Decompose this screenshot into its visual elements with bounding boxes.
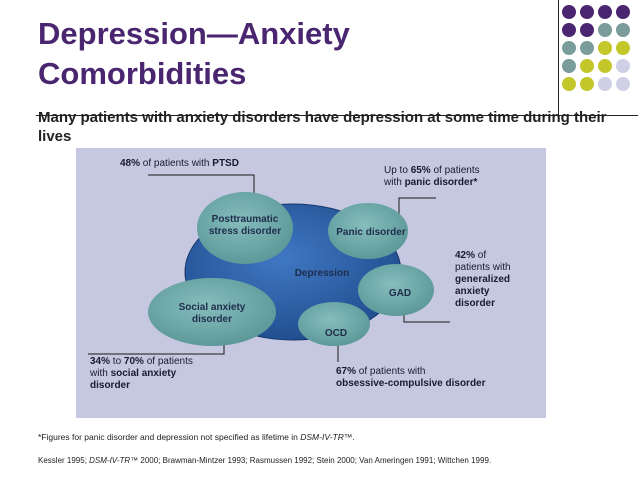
decorative-dot — [616, 77, 630, 91]
decorative-dot — [562, 59, 576, 73]
social-callout-text: of patients — [143, 356, 193, 367]
footnote-italic: DSM-IV-TR™ — [300, 432, 353, 442]
social-bubble-label: Social anxiety disorder — [168, 302, 256, 326]
social-percent-high: 70% — [123, 356, 144, 367]
gad-bubble-label: GAD — [388, 288, 412, 299]
title-line-2: Comorbidities — [38, 56, 247, 91]
ocd-callout-text: of patients with — [356, 366, 426, 377]
decorative-dot — [616, 41, 630, 55]
decorative-dot — [562, 23, 576, 37]
title-line-1: Depression—Anxiety — [38, 16, 350, 51]
decorative-dot — [598, 5, 612, 19]
references-pre: Kessler 1995; — [38, 456, 90, 465]
references-post: 2000; Brawman-Mintzer 1993; Rasmussen 19… — [138, 456, 492, 465]
decorative-dot — [562, 77, 576, 91]
decorative-dot — [562, 5, 576, 19]
panic-bubble-label: Panic disorder — [336, 227, 406, 238]
venn-diagram — [88, 174, 450, 362]
ocd-callout-bold: obsessive-compulsive disorder — [336, 378, 486, 389]
gad-callout-line3: generalized — [455, 274, 511, 285]
ptsd-callout-bold: PTSD — [212, 158, 239, 169]
footnote-post: . — [352, 432, 355, 442]
page-title: Depression—Anxiety Comorbidities — [38, 14, 350, 94]
gad-callout-line2: patients with — [455, 262, 511, 273]
diagram-panel: Posttraumatic stress disorder Panic diso… — [76, 148, 546, 418]
ptsd-bubble — [197, 192, 293, 264]
panic-callout-line2-pre: with — [384, 177, 405, 188]
decorative-dot — [580, 59, 594, 73]
decorative-dot — [562, 41, 576, 55]
panic-percent: 65% — [410, 165, 431, 176]
social-label-line-1: Social anxiety — [178, 302, 246, 313]
gad-callout-line4: anxiety — [455, 286, 490, 297]
ocd-bubble — [298, 302, 370, 346]
ptsd-label-line-2: stress disorder — [208, 226, 282, 237]
footnote-pre: *Figures for panic disorder and depressi… — [38, 432, 301, 442]
ocd-bubble-label: OCD — [324, 328, 348, 339]
gad-bubble — [358, 264, 434, 316]
ptsd-callout: 48% of patients with PTSD — [120, 158, 290, 170]
depression-label: Depression — [294, 268, 350, 279]
panic-callout-bold: panic disorder* — [404, 177, 478, 188]
panic-bubble — [328, 203, 408, 259]
social-callout-bold: social anxiety — [110, 368, 177, 379]
gad-callout-text: of — [475, 250, 487, 261]
decorative-dot — [616, 59, 630, 73]
subtitle: Many patients with anxiety disorders hav… — [38, 109, 607, 145]
social-callout-mid: to — [110, 356, 124, 367]
social-callout-line2-pre: with — [90, 368, 111, 379]
social-label-line-2: disorder — [191, 314, 232, 325]
decorative-dot — [580, 5, 594, 19]
gad-callout: 42% of patients with generalized anxiety… — [455, 250, 535, 310]
footnote: *Figures for panic disorder and depressi… — [38, 432, 355, 442]
social-percent-low: 34% — [90, 356, 111, 367]
decorative-dot — [598, 77, 612, 91]
decorative-dot — [580, 23, 594, 37]
vertical-rule — [558, 0, 559, 120]
social-callout: 34% to 70% of patients with social anxie… — [90, 356, 250, 392]
social-callout-line3: disorder — [90, 380, 131, 391]
ptsd-label-line-1: Posttraumatic — [211, 214, 279, 225]
ocd-callout: 67% of patients with obsessive-compulsiv… — [336, 366, 536, 390]
decorative-dot — [598, 41, 612, 55]
ptsd-bubble-label: Posttraumatic stress disorder — [200, 214, 290, 238]
decorative-dot-grid — [562, 5, 630, 91]
decorative-dot — [616, 5, 630, 19]
decorative-dot — [580, 41, 594, 55]
decorative-dot — [580, 77, 594, 91]
panic-leader-line — [398, 197, 436, 218]
references-italic: DSM-IV-TR™ — [89, 456, 139, 465]
ptsd-percent: 48% — [120, 158, 141, 169]
decorative-dot — [616, 23, 630, 37]
social-bubble — [148, 278, 276, 346]
ptsd-callout-text: of patients with — [140, 158, 213, 169]
ocd-percent: 67% — [336, 366, 357, 377]
decorative-dot — [598, 59, 612, 73]
panic-callout-pre: Up to — [384, 165, 411, 176]
horizontal-rule — [36, 115, 638, 116]
gad-callout-line5: disorder — [455, 298, 496, 309]
panic-callout: Up to 65% of patients with panic disorde… — [384, 165, 534, 189]
gad-percent: 42% — [455, 250, 476, 261]
decorative-dot — [598, 23, 612, 37]
panic-callout-text: of patients — [430, 165, 480, 176]
references: Kessler 1995; DSM-IV-TR™ 2000; Brawman-M… — [38, 456, 491, 465]
